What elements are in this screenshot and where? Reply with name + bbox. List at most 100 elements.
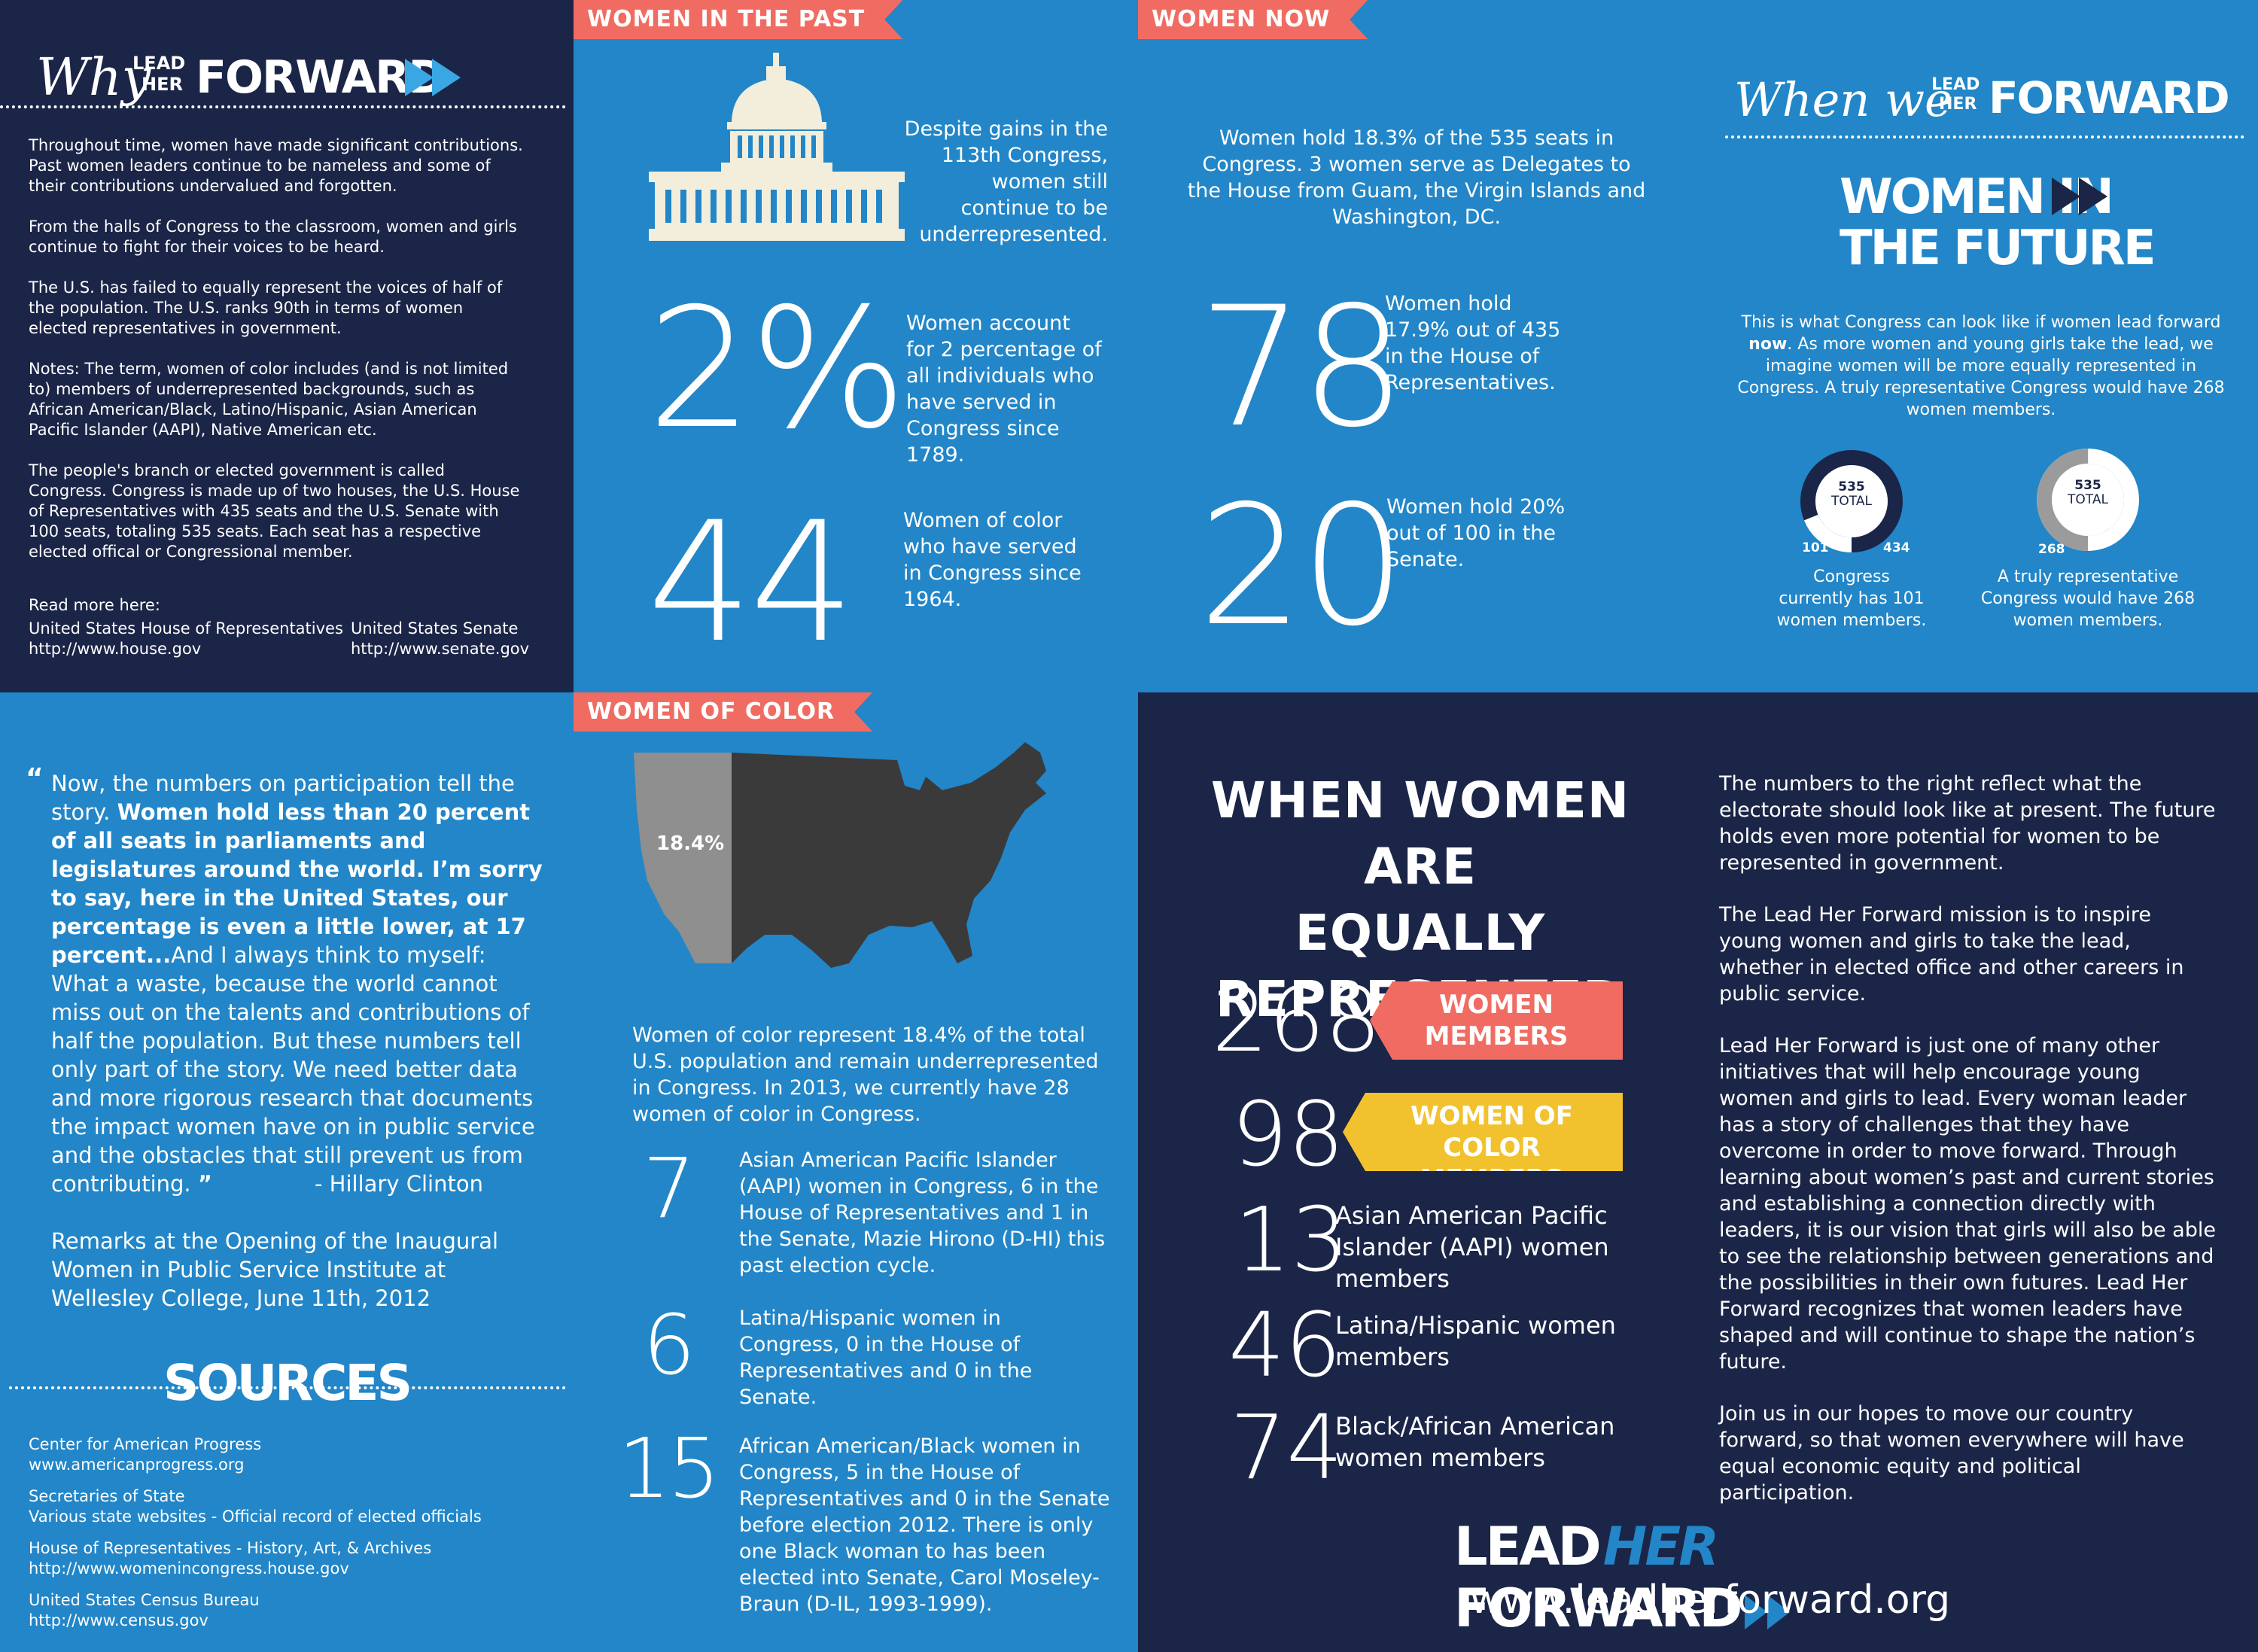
source-detail: Various state websites - Official record… xyxy=(29,1507,482,1526)
footer-logo-forward: FORWARD xyxy=(1454,1577,1742,1639)
past-capitol-text: Despite gains in the 113th Congress, wom… xyxy=(904,117,1108,246)
donut-representative: 535 TOTAL xyxy=(2035,447,2141,552)
equal-paragraph: Lead Her Forward is just one of many oth… xyxy=(1719,1034,2216,1374)
donut-representative-chart xyxy=(2037,449,2139,551)
color-stat-text: African American/Black women in Congress… xyxy=(739,1434,1110,1616)
color-intro: Women of color represent 18.4% of the to… xyxy=(632,1024,1099,1126)
equal-black-text: Black/African American women members xyxy=(1335,1412,1615,1472)
women-members-tag: WOMEN MEMBERS xyxy=(1370,981,1623,1060)
quote-text-a: Now, the numbers on participation tell t… xyxy=(51,771,515,825)
color-stat-number: 7 xyxy=(643,1140,695,1237)
future-divider xyxy=(1725,135,2244,138)
equal-paragraph: Join us in our hopes to move our country… xyxy=(1719,1402,2184,1504)
women-tag-line1: WOMEN xyxy=(1439,990,1554,1020)
us-map-icon xyxy=(634,742,1046,968)
donut-current-left: 101 xyxy=(1802,540,1829,555)
woc-tag-line1: WOMEN OF COLOR xyxy=(1410,1101,1573,1163)
source-detail[interactable]: www.americanprogress.org xyxy=(29,1456,245,1474)
quote-remarks: Remarks at the Opening of the Inaugural … xyxy=(51,1228,499,1311)
quote-text-b: And I always think to myself: What a was… xyxy=(51,942,535,1197)
quote-close-mark: ” xyxy=(197,1171,212,1197)
quote-attribution: - Hillary Clinton xyxy=(315,1171,483,1197)
donut-representative-total: 535 xyxy=(2074,478,2101,493)
footer-logo: LEAD HER FORWARD xyxy=(1454,1516,1981,1639)
future-heading: WOMEN IN THE FUTURE xyxy=(1840,172,2186,274)
source-name: Center for American Progress xyxy=(29,1435,262,1453)
clinton-quote: “ Now, the numbers on participation tell… xyxy=(26,765,548,1198)
why-divider xyxy=(0,105,566,108)
equal-latina-number: 46 xyxy=(1228,1293,1342,1397)
fast-forward-icon xyxy=(405,59,461,96)
quote-panel: “ Now, the numbers on participation tell… xyxy=(0,692,574,1652)
capitol-icon xyxy=(649,53,905,241)
now-ribbon: WOMEN NOW xyxy=(1138,0,1368,39)
link-senate-url[interactable]: http://www.senate.gov xyxy=(351,640,530,658)
equal-panel: WHEN WOMEN ARE EQUALLY REPRESENTED 268 W… xyxy=(1138,692,2258,1652)
donut-representative-left: 268 xyxy=(2038,542,2065,557)
equal-body: The numbers to the right reflect what th… xyxy=(1719,771,2216,1506)
equal-title-line1: WHEN WOMEN ARE xyxy=(1210,771,1630,896)
footer-url[interactable]: www.leadherforward.org xyxy=(1469,1577,1951,1623)
link-house-url[interactable]: http://www.house.gov xyxy=(29,640,202,658)
source-name: Secretaries of State xyxy=(29,1487,185,1505)
past-stat1-number: 2% xyxy=(647,272,907,465)
future-desc-b: . As more women and young girls take the… xyxy=(1737,335,2225,419)
why-title: Why LEAD HER FORWARD xyxy=(36,44,518,111)
source-item: Secretaries of State Various state websi… xyxy=(29,1486,555,1527)
donut-current-total-label: TOTAL xyxy=(1831,494,1872,509)
source-detail[interactable]: http://www.womenincongress.house.gov xyxy=(29,1559,349,1577)
map-percent-label: 18.4% xyxy=(656,832,725,855)
why-paragraph: The people's branch or elected governmen… xyxy=(29,461,520,561)
why-panel: Why LEAD HER FORWARD Throughout time, wo… xyxy=(0,0,574,692)
future-forward: FORWARD xyxy=(1989,72,2230,123)
equal-women-number: 268 xyxy=(1212,968,1382,1072)
sources-list: Center for American Progress www.america… xyxy=(29,1434,555,1631)
sources-divider xyxy=(9,1386,566,1389)
fast-forward-icon xyxy=(1744,1595,1790,1629)
now-panel: WOMEN NOW Women hold 18.3% of the 535 se… xyxy=(1138,0,2258,692)
source-item: United States Census Bureau http://www.c… xyxy=(29,1590,555,1631)
equal-black-number: 74 xyxy=(1230,1395,1344,1499)
donut-current-total: 535 xyxy=(1838,479,1865,494)
now-intro: Women hold 18.3% of the 535 seats in Con… xyxy=(1187,126,1646,229)
donut-current-right: 434 xyxy=(1883,540,1910,555)
past-ribbon: WOMEN IN THE PAST xyxy=(574,0,902,39)
now-stat2-number: 20 xyxy=(1198,470,1406,662)
future-description: This is what Congress can look like if w… xyxy=(1725,312,2237,421)
donut-current-chart xyxy=(1800,450,1903,552)
future-heading-line1: WOMEN IN xyxy=(1840,169,2114,225)
donut-current-center: 535 TOTAL xyxy=(1799,480,1904,509)
color-stat-text: Asian American Pacific Islander (AAPI) w… xyxy=(739,1148,1106,1277)
quote-text-bold: Women hold less than 20 percent of all s… xyxy=(51,799,543,968)
past-stat2-text: Women of color who have served in Congre… xyxy=(903,509,1082,611)
donut-representative-total-label: TOTAL xyxy=(2068,492,2108,507)
future-heading-line2: THE FUTURE xyxy=(1840,221,2156,276)
now-stat2-text: Women hold 20% out of 100 in the Senate. xyxy=(1386,495,1566,571)
why-paragraph: From the halls of Congress to the classr… xyxy=(29,218,517,256)
donut-current-caption: Congress currently has 101 women members… xyxy=(1776,567,1927,630)
why-paragraph: Throughout time, women have made signifi… xyxy=(29,136,523,195)
link-senate-name: United States Senate xyxy=(351,619,519,637)
past-stat1-text: Women account for 2 percentage of all in… xyxy=(906,312,1102,467)
why-title-forward: FORWARD xyxy=(196,51,446,104)
why-paragraph: The U.S. has failed to equally represent… xyxy=(29,278,503,337)
link-house[interactable]: United States House of Representatives h… xyxy=(29,619,345,659)
source-detail[interactable]: http://www.census.gov xyxy=(29,1611,208,1629)
future-title: When we LEAD HER FORWARD xyxy=(1734,68,2231,143)
equal-aapi-text: Asian American Pacific Islander (AAPI) w… xyxy=(1335,1201,1609,1293)
quote-open-mark: “ xyxy=(26,763,44,794)
source-item: House of Representatives - History, Art,… xyxy=(29,1538,555,1579)
women-tag-line2: MEMBERS xyxy=(1424,1021,1569,1051)
past-panel: WOMEN IN THE PAST Despite gains in the 1… xyxy=(574,0,1138,692)
now-stat1-number: 78 xyxy=(1198,271,1406,464)
source-name: House of Representatives - History, Art,… xyxy=(29,1539,432,1557)
fast-forward-icon xyxy=(2052,178,2107,215)
equal-woc-number: 98 xyxy=(1231,1082,1345,1186)
future-her: HER xyxy=(1939,95,1977,114)
link-senate[interactable]: United States Senate http://www.senate.g… xyxy=(351,619,561,659)
why-body: Throughout time, women have made signifi… xyxy=(29,135,525,616)
equal-paragraph: The numbers to the right reflect what th… xyxy=(1719,772,2216,875)
equal-aapi-number: 13 xyxy=(1234,1188,1348,1291)
future-when-we: When we xyxy=(1734,72,1952,127)
color-stat-number: 6 xyxy=(643,1297,695,1393)
